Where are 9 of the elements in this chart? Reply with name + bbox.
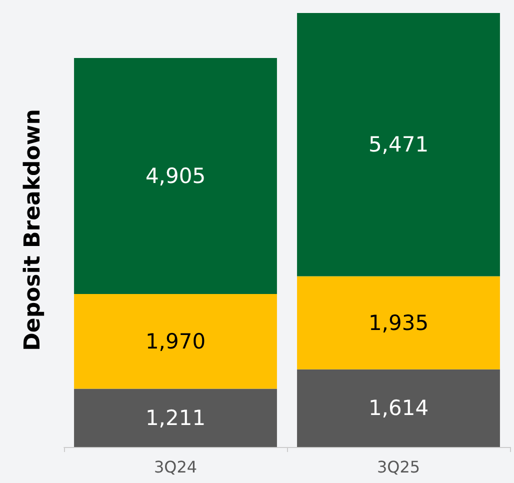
- data-label: 5,471: [368, 132, 429, 157]
- x-tick-label: 3Q24: [154, 458, 198, 476]
- data-label: 1,970: [145, 329, 206, 354]
- data-label: 1,211: [145, 406, 206, 430]
- data-label: 1,614: [368, 396, 429, 420]
- data-label: 4,905: [145, 164, 206, 188]
- data-label: 1,935: [368, 310, 429, 335]
- y-axis-title: Deposit Breakdown: [20, 109, 46, 351]
- x-tick-label: 3Q25: [376, 458, 420, 476]
